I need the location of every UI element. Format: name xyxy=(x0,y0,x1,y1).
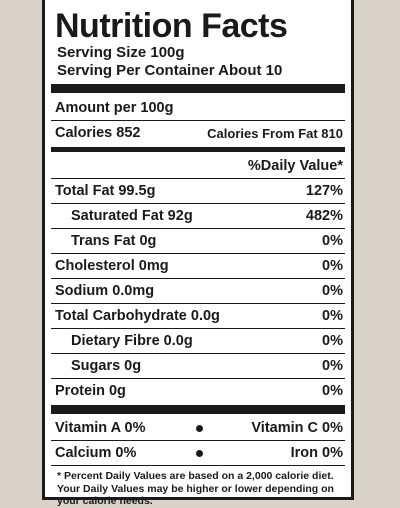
nutrient-dv: 482% xyxy=(305,208,343,224)
nutrient-label: Dietary Fibre 0.0g xyxy=(71,333,193,349)
vitamin-left: Vitamin A 0% xyxy=(55,420,146,436)
nutrient-row: Dietary Fibre 0.0g 0% xyxy=(51,329,345,354)
nutrient-dv: 0% xyxy=(322,333,343,349)
amount-per-row: Amount per 100g xyxy=(51,96,345,121)
nutrient-row: Trans Fat 0g 0% xyxy=(51,229,345,254)
nutrient-dv: 0% xyxy=(322,308,343,324)
nutrient-row: Sodium 0.0mg 0% xyxy=(51,279,345,304)
bullet-icon xyxy=(195,424,203,432)
nutrient-dv: 0% xyxy=(322,383,343,399)
nutrient-label: Total Fat 99.5g xyxy=(55,183,156,199)
nutrient-label: Total Carbohydrate 0.0g xyxy=(55,308,220,324)
nutrient-label: Saturated Fat 92g xyxy=(71,208,193,224)
nutrient-row: Sugars 0g 0% xyxy=(51,354,345,379)
nutrient-row: Total Fat 99.5g 127% xyxy=(51,179,345,204)
amount-per-label: Amount per 100g xyxy=(55,100,174,116)
vitamin-right: Vitamin C 0% xyxy=(251,420,343,436)
nutrient-dv: 0% xyxy=(322,283,343,299)
vitamin-row: Calcium 0% Iron 0% xyxy=(51,441,345,466)
vitamin-right: Iron 0% xyxy=(290,445,343,461)
daily-value-header: %Daily Value* xyxy=(247,158,343,174)
nutrient-row: Protein 0g 0% xyxy=(51,379,345,403)
thick-divider xyxy=(51,405,345,414)
calories-from-fat: Calories From Fat 810 xyxy=(207,125,343,141)
vitamin-row: Vitamin A 0% Vitamin C 0% xyxy=(51,416,345,441)
footnote: * Percent Daily Values are based on a 2,… xyxy=(57,470,334,507)
nutrient-label: Sugars 0g xyxy=(71,358,142,374)
nutrient-dv: 0% xyxy=(322,258,343,274)
nutrient-row: Total Carbohydrate 0.0g 0% xyxy=(51,304,345,329)
nutrient-label: Protein 0g xyxy=(55,383,126,399)
thick-divider xyxy=(51,84,345,93)
vitamin-left: Calcium 0% xyxy=(55,445,137,461)
nutrient-label: Sodium 0.0mg xyxy=(55,283,155,299)
nutrient-row: Cholesterol 0mg 0% xyxy=(51,254,345,279)
nutrient-dv: 0% xyxy=(322,233,343,249)
nutrient-dv: 0% xyxy=(322,358,343,374)
medium-divider xyxy=(51,147,345,152)
label-title: Nutrition Facts xyxy=(55,7,288,45)
nutrient-label: Cholesterol 0mg xyxy=(55,258,169,274)
daily-value-header-row: %Daily Value* xyxy=(51,154,345,179)
servings-per-container: Serving Per Container About 10 xyxy=(57,62,283,79)
nutrition-facts-label: Nutrition Facts Serving Size 100g Servin… xyxy=(42,0,354,507)
bullet-icon xyxy=(195,449,203,457)
calories-label: Calories 852 xyxy=(55,125,141,141)
serving-size: Serving Size 100g xyxy=(57,44,185,61)
calories-row: Calories 852 Calories From Fat 810 xyxy=(51,121,345,145)
nutrient-dv: 127% xyxy=(305,183,343,199)
nutrient-row: Saturated Fat 92g 482% xyxy=(51,204,345,229)
nutrient-label: Trans Fat 0g xyxy=(71,233,157,249)
